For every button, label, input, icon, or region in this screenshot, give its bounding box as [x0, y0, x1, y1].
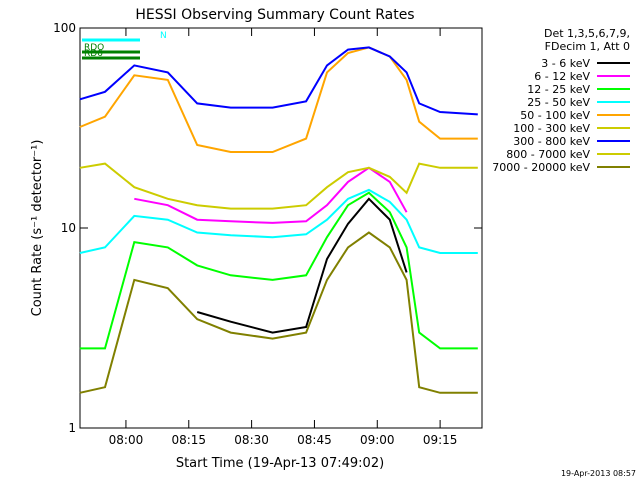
series-line-4 [79, 46, 478, 153]
legend-label-5: 100 - 300 keV [513, 122, 590, 135]
legend-label-2: 12 - 25 keV [527, 83, 590, 96]
x-tick-label-5: 09:15 [423, 433, 458, 447]
x-tick-label-0: 08:00 [109, 433, 144, 447]
chart-title: HESSI Observing Summary Count Rates [135, 7, 414, 23]
plot-frame [79, 27, 483, 429]
series-line-1 [134, 166, 408, 224]
y-tick-label-2: 100 [53, 21, 76, 35]
flag-label-0: N [160, 31, 167, 41]
y-axis-label: Count Rate (s⁻¹ detector⁻¹) [30, 140, 45, 317]
footer-date: 19-Apr-2013 08:57 [561, 469, 636, 478]
legend-label-1: 6 - 12 keV [534, 70, 590, 83]
series-line-3 [79, 188, 478, 254]
x-axis-label: Start Time (19-Apr-13 07:49:02) [176, 456, 384, 471]
legend-label-6: 300 - 800 keV [513, 135, 590, 148]
legend: Det 1,3,5,6,7,9, FDecim 1, Att 0 3 - 6 k… [492, 27, 630, 174]
series-line-8 [79, 231, 478, 394]
y-tick-label-1: 10 [61, 221, 76, 235]
series-layer [79, 46, 478, 394]
legend-label-7: 800 - 7000 keV [506, 148, 590, 161]
legend-header-line-2: FDecim 1, Att 0 [545, 40, 630, 53]
flag-label-2: RD6 [84, 49, 103, 59]
series-line-5 [79, 162, 478, 210]
legend-label-3: 25 - 50 keV [527, 96, 590, 109]
x-tick-label-4: 09:00 [360, 433, 395, 447]
legend-label-8: 7000 - 20000 keV [492, 161, 590, 174]
axes-layer: 08:00 08:15 08:30 08:45 09:00 09:15 1 10 100 [53, 21, 482, 447]
flag-label-1: RDO [84, 43, 104, 53]
series-line-2 [79, 191, 478, 350]
x-tick-label-2: 08:30 [234, 433, 269, 447]
y-tick-label-0: 1 [68, 421, 76, 435]
series-line-6 [79, 46, 478, 116]
series-line-0 [196, 197, 408, 334]
legend-header-line-1: Det 1,3,5,6,7,9, [544, 27, 630, 40]
legend-label-0: 3 - 6 keV [541, 57, 590, 70]
x-tick-label-1: 08:15 [171, 433, 206, 447]
legend-label-4: 50 - 100 keV [520, 109, 590, 122]
x-tick-label-3: 08:45 [297, 433, 332, 447]
